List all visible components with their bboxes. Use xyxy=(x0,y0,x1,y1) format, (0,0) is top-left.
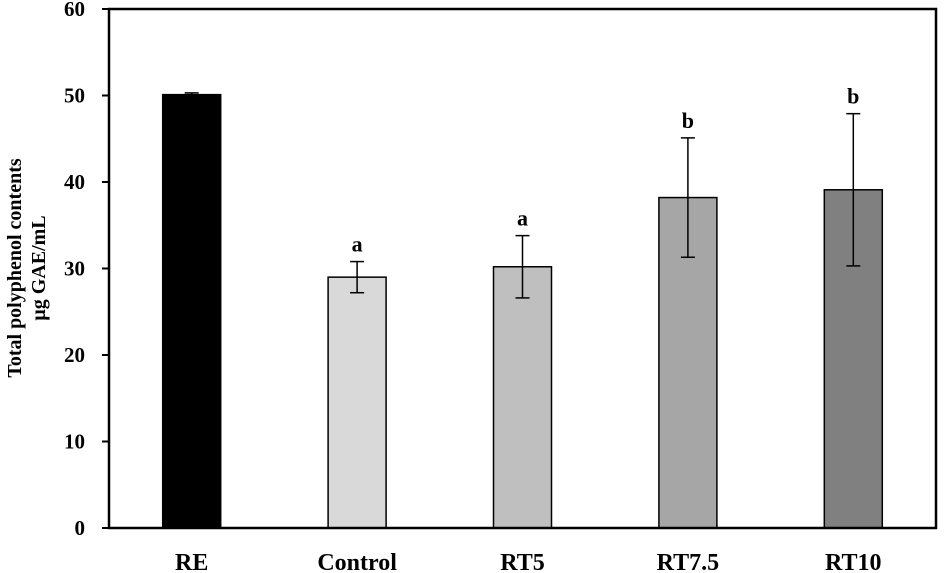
y-tick-label: 0 xyxy=(75,516,86,540)
significance-label: a xyxy=(517,206,528,231)
y-tick-label: 10 xyxy=(64,430,85,454)
bar-re xyxy=(161,93,222,529)
category-label: RT10 xyxy=(825,550,882,573)
y-axis-label-line2: μg GAE/mL xyxy=(28,215,50,320)
significance-labels: a a b b xyxy=(352,84,860,257)
y-tick-label: 60 xyxy=(64,0,85,21)
error-bars xyxy=(184,92,861,299)
category-label: RE xyxy=(175,550,208,573)
category-labels: RE Control RT5 RT7.5 RT10 xyxy=(175,550,882,573)
significance-label: a xyxy=(352,232,363,257)
y-tick-label: 40 xyxy=(64,170,85,194)
category-label: RT7.5 xyxy=(657,550,720,573)
y-tick-label: 20 xyxy=(64,343,85,367)
significance-label: b xyxy=(847,84,859,109)
y-axis-label: Total polyphenol contents μg GAE/mL xyxy=(4,158,50,378)
bar-control xyxy=(327,276,387,529)
bars xyxy=(161,93,884,529)
bar-rt5 xyxy=(492,266,553,529)
y-tick-label: 30 xyxy=(64,257,85,281)
y-tick-label: 50 xyxy=(64,84,85,108)
category-label: Control xyxy=(317,550,397,573)
y-axis-label-line1: Total polyphenol contents xyxy=(4,158,26,378)
category-label: RT5 xyxy=(500,550,545,573)
significance-label: b xyxy=(682,108,694,133)
plot-frame xyxy=(107,7,938,530)
y-ticks: 0 10 20 30 40 50 60 xyxy=(64,0,109,540)
